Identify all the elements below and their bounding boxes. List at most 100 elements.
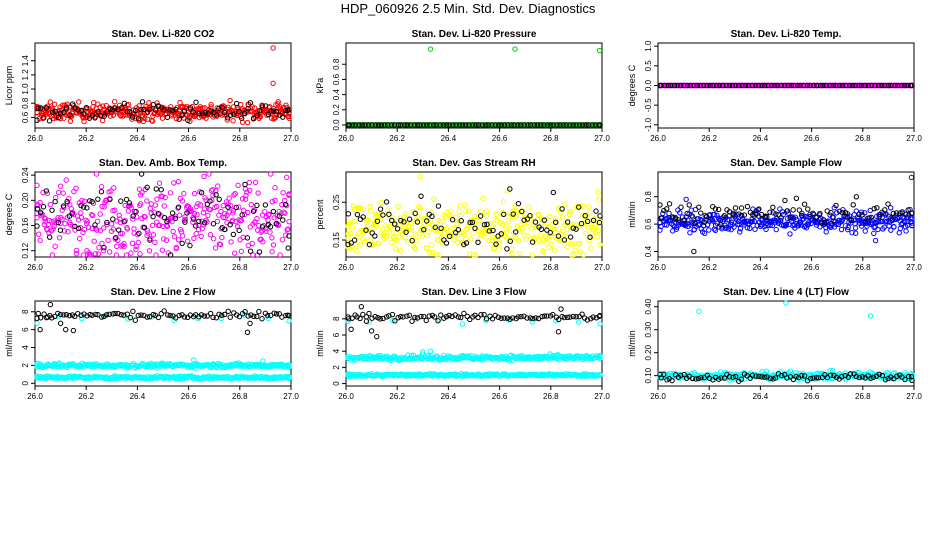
data-point bbox=[491, 221, 497, 227]
data-point bbox=[184, 210, 190, 216]
data-point bbox=[254, 361, 260, 368]
data-point bbox=[110, 112, 117, 118]
data-point bbox=[427, 250, 433, 256]
x-tick-label: 26.4 bbox=[753, 263, 769, 272]
x-tick-label: 26.4 bbox=[441, 392, 457, 401]
data-point bbox=[280, 190, 286, 196]
data-point bbox=[859, 374, 866, 380]
data-point bbox=[787, 214, 793, 221]
data-point bbox=[848, 217, 854, 223]
data-point bbox=[486, 237, 492, 243]
data-point bbox=[495, 314, 502, 320]
data-point bbox=[479, 122, 485, 128]
data-point bbox=[345, 231, 352, 237]
data-point bbox=[865, 215, 871, 221]
data-point bbox=[357, 315, 363, 322]
data-point bbox=[376, 355, 383, 361]
data-point bbox=[537, 232, 544, 238]
data-point bbox=[474, 217, 481, 224]
data-point bbox=[181, 190, 187, 197]
data-point bbox=[43, 226, 50, 232]
data-point bbox=[181, 108, 188, 114]
data-point bbox=[744, 225, 751, 231]
data-point bbox=[758, 211, 765, 218]
data-point bbox=[569, 241, 576, 247]
data-point bbox=[534, 122, 541, 128]
data-point bbox=[92, 311, 99, 318]
data-point bbox=[578, 220, 585, 227]
data-point bbox=[67, 219, 73, 226]
data-point bbox=[154, 196, 160, 202]
data-point bbox=[510, 211, 516, 217]
data-point bbox=[798, 212, 805, 219]
data-series bbox=[345, 173, 603, 258]
data-point bbox=[859, 212, 865, 218]
data-point bbox=[664, 206, 670, 212]
data-point bbox=[171, 180, 177, 186]
data-point bbox=[272, 114, 279, 121]
data-point bbox=[500, 199, 507, 205]
data-point bbox=[905, 373, 912, 380]
data-point bbox=[351, 237, 358, 243]
data-point bbox=[234, 312, 240, 318]
data-point bbox=[95, 251, 102, 257]
data-point bbox=[505, 122, 511, 128]
y-axis-label: ml/min bbox=[627, 330, 637, 357]
data-point bbox=[372, 313, 378, 320]
data-point bbox=[46, 234, 53, 240]
data-point bbox=[538, 226, 545, 233]
data-point bbox=[668, 82, 674, 89]
data-point bbox=[701, 230, 708, 237]
data-point bbox=[63, 105, 70, 111]
data-point bbox=[52, 243, 58, 250]
data-point bbox=[254, 112, 260, 119]
data-point bbox=[194, 211, 200, 218]
data-point bbox=[360, 206, 367, 212]
data-point bbox=[81, 111, 87, 117]
data-point bbox=[78, 210, 84, 216]
data-point bbox=[756, 373, 762, 380]
data-point bbox=[898, 82, 905, 89]
data-point bbox=[872, 82, 878, 89]
data-point bbox=[773, 226, 779, 233]
data-point bbox=[242, 308, 248, 315]
data-point bbox=[142, 115, 148, 122]
data-point bbox=[280, 114, 286, 120]
data-point bbox=[799, 372, 805, 379]
data-point bbox=[398, 217, 404, 224]
data-point bbox=[804, 82, 811, 89]
data-point bbox=[788, 82, 794, 89]
data-point bbox=[163, 237, 170, 243]
data-point bbox=[254, 202, 260, 209]
data-point bbox=[853, 194, 860, 200]
data-point bbox=[487, 313, 493, 319]
data-point bbox=[723, 82, 730, 89]
data-point bbox=[59, 216, 65, 223]
data-point bbox=[839, 82, 846, 89]
data-point bbox=[736, 82, 742, 89]
data-point bbox=[533, 315, 539, 321]
data-point bbox=[347, 221, 353, 227]
data-point bbox=[885, 375, 891, 382]
data-point bbox=[596, 313, 602, 320]
data-point bbox=[871, 205, 877, 212]
data-point bbox=[570, 313, 576, 320]
data-point bbox=[759, 82, 765, 89]
data-series bbox=[345, 303, 603, 340]
data-point bbox=[729, 82, 736, 89]
data-point bbox=[244, 329, 251, 336]
data-point bbox=[126, 200, 133, 206]
data-point bbox=[467, 316, 473, 323]
data-point bbox=[244, 235, 251, 241]
data-point bbox=[282, 107, 289, 114]
data-point bbox=[891, 224, 897, 230]
data-point bbox=[73, 251, 80, 257]
data-point bbox=[473, 122, 479, 128]
x-tick-label: 26.6 bbox=[492, 134, 508, 143]
data-point bbox=[726, 374, 733, 380]
data-point bbox=[850, 202, 856, 208]
data-point bbox=[475, 122, 482, 128]
data-point bbox=[489, 237, 496, 243]
data-point bbox=[412, 231, 419, 237]
